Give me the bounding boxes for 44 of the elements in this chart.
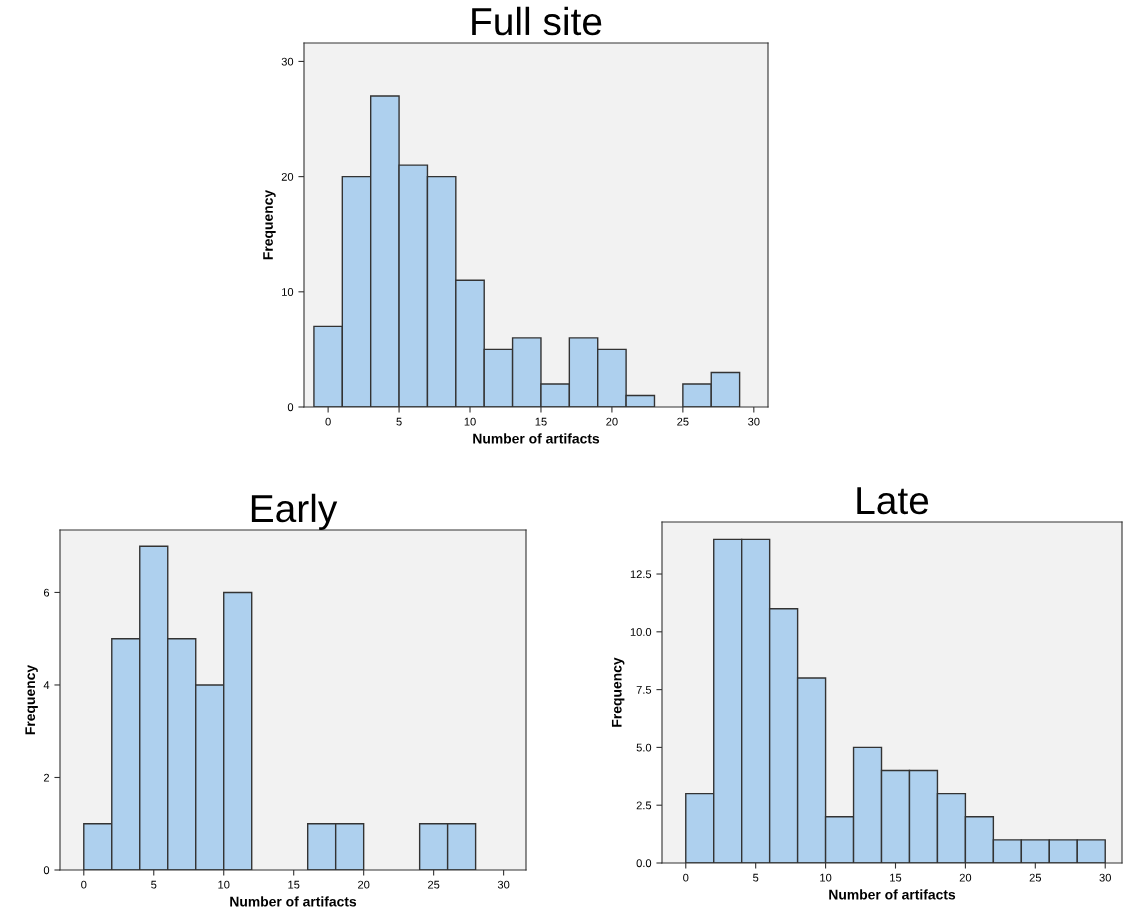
y-tick-label: 0.0 <box>636 859 652 868</box>
x-tick-label: 10 <box>218 880 230 889</box>
x-tick-label: 20 <box>959 873 972 882</box>
x-tick-label: 30 <box>497 880 510 889</box>
y-tick-label: 7.5 <box>636 685 652 694</box>
x-tick-label: 15 <box>288 880 300 889</box>
x-tick-label: 25 <box>1029 873 1042 882</box>
x-axis-title: Number of artifacts <box>473 433 600 444</box>
x-axis-title: Number of artifacts <box>829 889 956 900</box>
y-tick-label: 30 <box>281 57 294 66</box>
y-tick-label: 0 <box>43 866 50 875</box>
x-tick-label: 0 <box>81 880 87 889</box>
x-tick-label: 0 <box>683 873 689 882</box>
chart-title: Full site <box>472 6 602 36</box>
y-tick-label: 6 <box>43 588 50 597</box>
x-tick-label: 25 <box>677 417 689 426</box>
x-tick-label: 5 <box>396 417 402 426</box>
x-tick-label: 15 <box>890 873 902 882</box>
x-tick-label: 20 <box>358 880 370 889</box>
x-tick-label: 20 <box>606 417 618 426</box>
x-tick-label: 0 <box>325 417 331 426</box>
x-tick-label: 30 <box>748 417 760 426</box>
x-tick-label: 5 <box>753 873 759 882</box>
y-axis-title: Frequency <box>611 657 625 727</box>
x-tick-label: 10 <box>820 873 832 882</box>
x-tick-label: 15 <box>535 417 547 426</box>
chart-title: Late <box>857 487 929 515</box>
x-axis-title: Number of artifacts <box>230 896 357 907</box>
y-tick-label: 0 <box>287 403 294 412</box>
x-tick-label: 10 <box>464 417 476 426</box>
y-tick-label: 10 <box>282 288 294 296</box>
y-tick-label: 2 <box>43 773 50 782</box>
y-axis-title: Frequency <box>25 664 38 735</box>
y-tick-label: 20 <box>281 172 294 181</box>
x-tick-label: 30 <box>1099 873 1111 882</box>
chart-title: Early <box>251 493 338 530</box>
y-tick-label: 2.5 <box>636 801 652 810</box>
x-tick-label: 25 <box>428 880 440 889</box>
y-tick-label: 10.0 <box>630 628 652 636</box>
y-tick-label: 5.0 <box>636 743 652 752</box>
x-tick-label: 5 <box>151 880 157 889</box>
y-axis-title: Frequency <box>263 189 276 260</box>
y-tick-label: 4 <box>43 681 50 689</box>
y-tick-label: 12.5 <box>630 570 652 579</box>
